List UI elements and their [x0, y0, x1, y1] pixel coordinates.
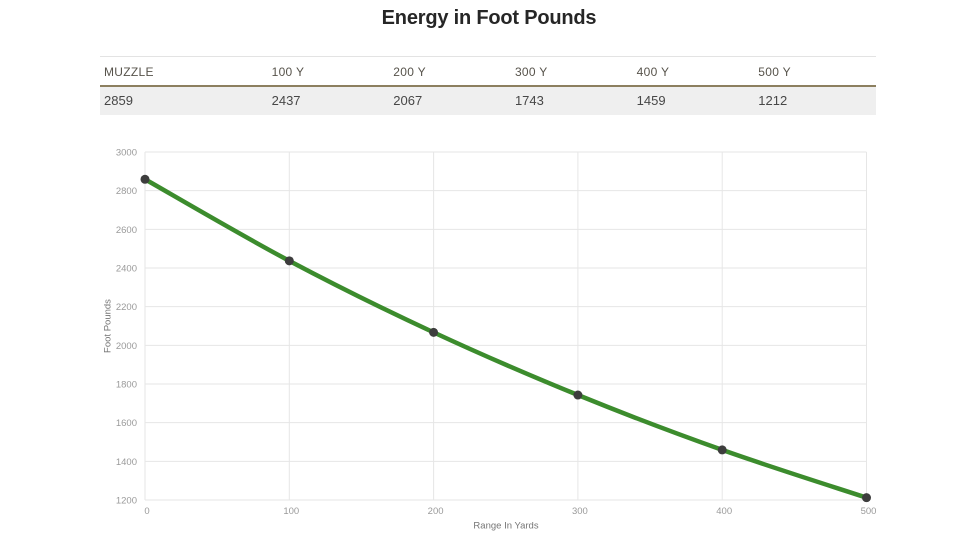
x-tick-label: 500	[861, 506, 877, 517]
y-tick-label: 1200	[116, 496, 137, 507]
energy-table-grid: MUZZLE 100 Y 200 Y 300 Y 400 Y 500 Y 285…	[100, 56, 876, 115]
table-header-400y: 400 Y	[632, 56, 755, 87]
y-tick-label: 2000	[116, 341, 137, 352]
y-tick-label: 1600	[116, 418, 137, 429]
x-tick-label: 300	[572, 506, 588, 517]
y-tick-label: 2800	[116, 186, 137, 197]
y-tick-label: 1400	[116, 457, 137, 468]
y-tick-label: 2600	[116, 225, 137, 236]
energy-table: MUZZLE 100 Y 200 Y 300 Y 400 Y 500 Y 285…	[100, 56, 876, 115]
data-point[interactable]	[429, 327, 439, 337]
data-point[interactable]	[573, 390, 583, 400]
page-title: Energy in Foot Pounds	[381, 7, 597, 29]
table-header-muzzle: MUZZLE	[100, 56, 268, 87]
energy-value-300y: 1743	[510, 86, 633, 115]
table-header-100y: 100 Y	[267, 56, 390, 87]
energy-line-chart: 1200 1400 1600 1800 2000 2200 2400 2600 2800 3000…	[0, 140, 978, 545]
y-axis-title: Foot Pounds	[102, 299, 114, 353]
energy-value-100y: 2437	[267, 86, 390, 115]
table-header-300y: 300 Y	[510, 56, 633, 87]
energy-value-200y: 2067	[389, 86, 511, 115]
series-line	[142, 177, 869, 500]
data-point[interactable]	[284, 256, 294, 266]
data-point[interactable]	[717, 445, 727, 455]
table-header-row: MUZZLE 100 Y 200 Y 300 Y 400 Y 500 Y	[100, 56, 876, 87]
data-point[interactable]	[862, 493, 871, 503]
x-tick-label: 100	[283, 506, 299, 517]
y-tick-label: 2400	[116, 264, 137, 275]
x-tick-label: 0	[144, 506, 149, 517]
y-tick-label: 2200	[116, 302, 137, 313]
y-tick-label: 3000	[116, 148, 137, 159]
energy-value-400y: 1459	[632, 86, 755, 115]
x-tick-label: 200	[428, 506, 444, 517]
x-tick-label: 400	[716, 506, 732, 517]
energy-value-muzzle: 2859	[100, 86, 268, 115]
y-tick-label: 1800	[116, 380, 137, 391]
x-axis-title: Range In Yards	[473, 520, 539, 532]
chart-canvas: 1200140016001800200022002400260028003000…	[116, 148, 877, 518]
energy-value-500y: 1212	[754, 86, 876, 115]
table-row: 2859 2437 2067 1743 1459 1212	[100, 86, 876, 115]
table-header-500y: 500 Y	[754, 56, 876, 87]
table-header-200y: 200 Y	[389, 56, 511, 87]
data-point[interactable]	[140, 174, 150, 184]
